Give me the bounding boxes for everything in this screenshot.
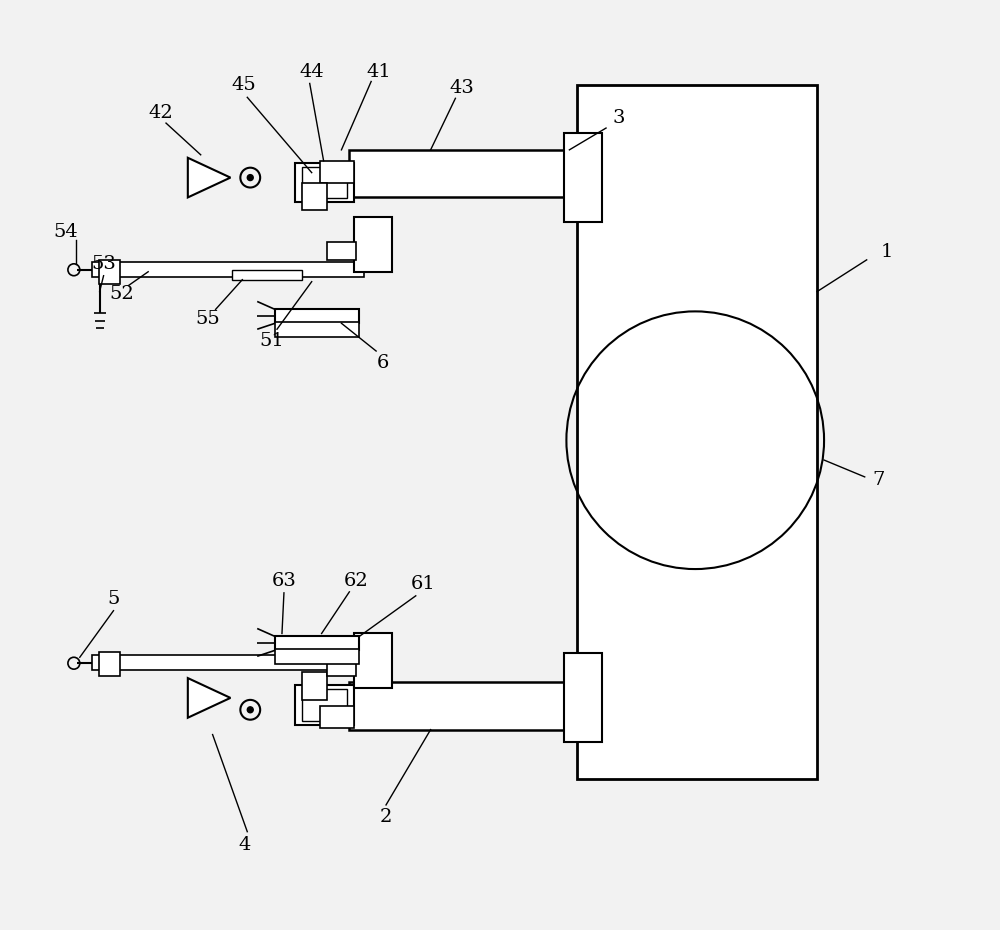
Bar [354,218,392,272]
Text: 51: 51 [260,332,284,350]
Bar [99,652,120,676]
Bar [302,689,347,721]
Circle shape [247,175,253,180]
Bar [232,270,302,280]
Bar [99,259,120,284]
Text: 63: 63 [272,572,296,590]
Bar [302,672,327,700]
Bar [275,323,359,338]
Bar [295,685,354,724]
Text: 45: 45 [232,76,257,95]
Circle shape [247,707,253,712]
Bar [295,163,354,203]
Text: 4: 4 [238,835,250,854]
Bar [302,182,327,210]
Text: 54: 54 [54,223,78,241]
Bar [349,150,579,197]
Bar [92,262,364,277]
Bar [577,86,817,779]
Text: 44: 44 [299,62,324,81]
Polygon shape [188,158,230,197]
Text: 43: 43 [450,79,475,98]
Text: 52: 52 [109,285,134,302]
Bar [320,706,354,727]
Bar [275,636,359,650]
Bar [92,656,364,671]
Text: 7: 7 [872,471,885,489]
Text: 61: 61 [410,575,435,593]
Text: 1: 1 [880,243,893,261]
Text: 6: 6 [377,354,389,372]
Bar [564,653,602,742]
Polygon shape [188,678,230,718]
Bar [302,166,347,198]
Bar [275,649,359,664]
Bar [354,633,392,688]
Text: 3: 3 [613,109,625,127]
Text: 2: 2 [380,808,392,826]
Text: 62: 62 [344,572,369,590]
Bar [327,242,356,259]
Text: 5: 5 [107,590,120,608]
Text: 53: 53 [91,255,116,272]
Text: 41: 41 [367,62,391,81]
Bar [275,310,359,324]
Text: 42: 42 [149,104,173,122]
Bar [320,161,354,182]
Bar [349,682,579,730]
Text: 55: 55 [195,311,220,328]
Bar [327,658,356,676]
Bar [564,133,602,222]
